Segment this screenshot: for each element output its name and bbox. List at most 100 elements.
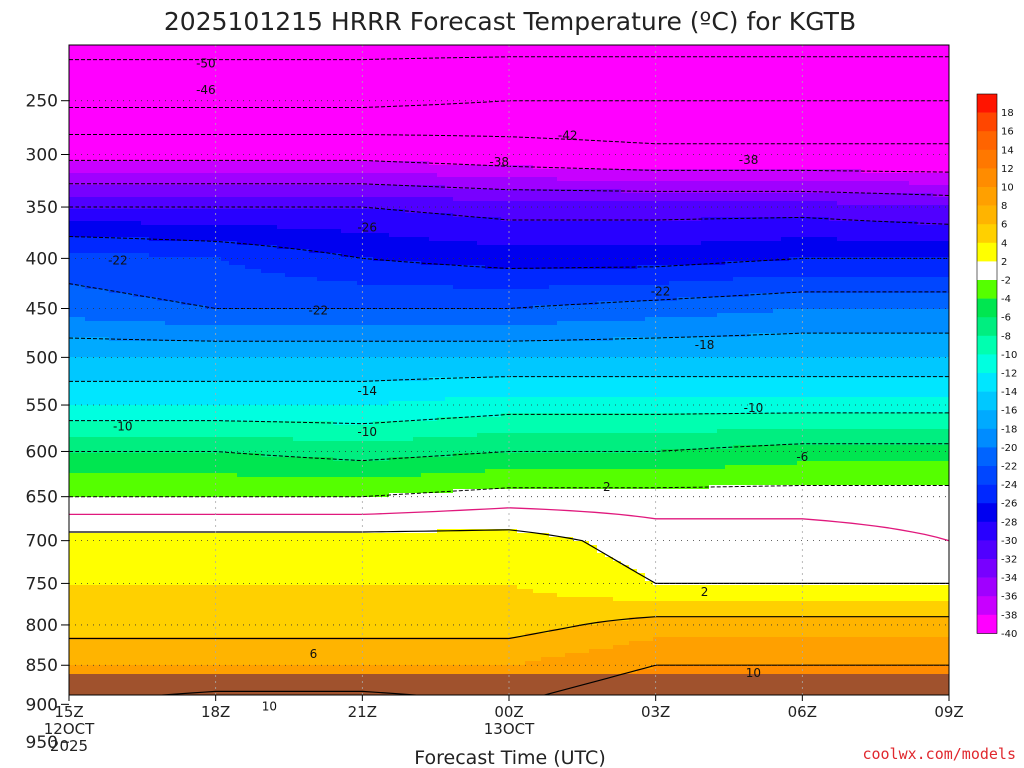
band-cell [197, 89, 206, 94]
band-cell [261, 429, 270, 434]
band-cell [221, 553, 230, 558]
band-cell [213, 565, 222, 570]
band-cell [213, 285, 222, 290]
band-cell [109, 489, 118, 494]
band-cell [205, 469, 214, 474]
band-cell [77, 49, 86, 54]
band-cell [213, 261, 222, 266]
band-cell [213, 305, 222, 310]
band-cell [277, 617, 286, 622]
band-cell [85, 153, 94, 158]
band-cell [309, 433, 318, 438]
band-cell [269, 565, 278, 570]
band-cell [101, 649, 110, 654]
band-cell [181, 65, 190, 70]
band-cell [117, 249, 126, 254]
band-cell [133, 405, 142, 410]
band-cell [245, 213, 254, 218]
band-cell [189, 233, 198, 238]
band-cell [165, 73, 174, 78]
band-cell [221, 297, 230, 302]
band-cell [237, 97, 246, 102]
band-cell [213, 349, 222, 354]
band-cell [173, 53, 182, 58]
band-cell [165, 589, 174, 594]
band-cell [101, 473, 110, 478]
band-cell [309, 361, 318, 366]
band-cell [309, 205, 318, 210]
band-cell [157, 417, 166, 422]
band-cell [261, 325, 270, 330]
band-cell [165, 357, 174, 362]
band-cell [101, 121, 110, 126]
band-cell [93, 277, 102, 282]
band-cell [205, 333, 214, 338]
band-cell [277, 365, 286, 370]
band-cell [141, 521, 150, 526]
band-cell [293, 661, 302, 666]
band-cell [269, 289, 278, 294]
band-cell [101, 153, 110, 158]
band-cell [141, 409, 150, 414]
band-cell [141, 57, 150, 62]
band-cell [117, 289, 126, 294]
band-cell [181, 561, 190, 566]
band-cell [85, 69, 94, 74]
band-cell [253, 657, 262, 662]
band-cell [133, 617, 142, 622]
band-cell [261, 213, 270, 218]
band-cell [253, 281, 262, 286]
band-cell [157, 185, 166, 190]
band-cell [245, 61, 254, 66]
band-cell [277, 125, 286, 130]
band-cell [205, 405, 214, 410]
band-cell [157, 665, 166, 670]
band-cell [221, 573, 230, 578]
band-cell [189, 597, 198, 602]
band-cell [277, 457, 286, 462]
band-cell [101, 345, 110, 350]
band-cell [141, 465, 150, 470]
band-cell [93, 337, 102, 342]
band-cell [157, 545, 166, 550]
band-cell [205, 173, 214, 178]
band-cell [237, 449, 246, 454]
band-cell [165, 281, 174, 286]
band-cell [141, 489, 150, 494]
band-cell [245, 457, 254, 462]
band-cell [101, 465, 110, 470]
band-cell [125, 569, 134, 574]
band-cell [165, 161, 174, 166]
band-cell [189, 217, 198, 222]
band-cell [277, 529, 286, 534]
band-cell [77, 661, 86, 666]
band-cell [165, 433, 174, 438]
band-cell [189, 369, 198, 374]
band-cell [213, 561, 222, 566]
band-cell [69, 249, 78, 254]
band-cell [77, 177, 86, 182]
band-cell [213, 189, 222, 194]
band-cell [221, 141, 230, 146]
band-cell [125, 661, 134, 666]
band-cell [261, 169, 270, 174]
band-cell [229, 149, 238, 154]
band-cell [101, 49, 110, 54]
band-cell [213, 161, 222, 166]
band-cell [173, 573, 182, 578]
band-cell [285, 361, 294, 366]
band-cell [125, 409, 134, 414]
band-cell [149, 541, 158, 546]
band-cell [293, 253, 302, 258]
band-cell [269, 349, 278, 354]
band-cell [253, 321, 262, 326]
band-cell [269, 137, 278, 142]
band-cell [309, 129, 318, 134]
band-cell [237, 445, 246, 450]
band-cell [133, 369, 142, 374]
band-cell [237, 289, 246, 294]
band-cell [165, 657, 174, 662]
band-cell [285, 65, 294, 70]
band-cell [101, 137, 110, 142]
band-cell [77, 309, 86, 314]
